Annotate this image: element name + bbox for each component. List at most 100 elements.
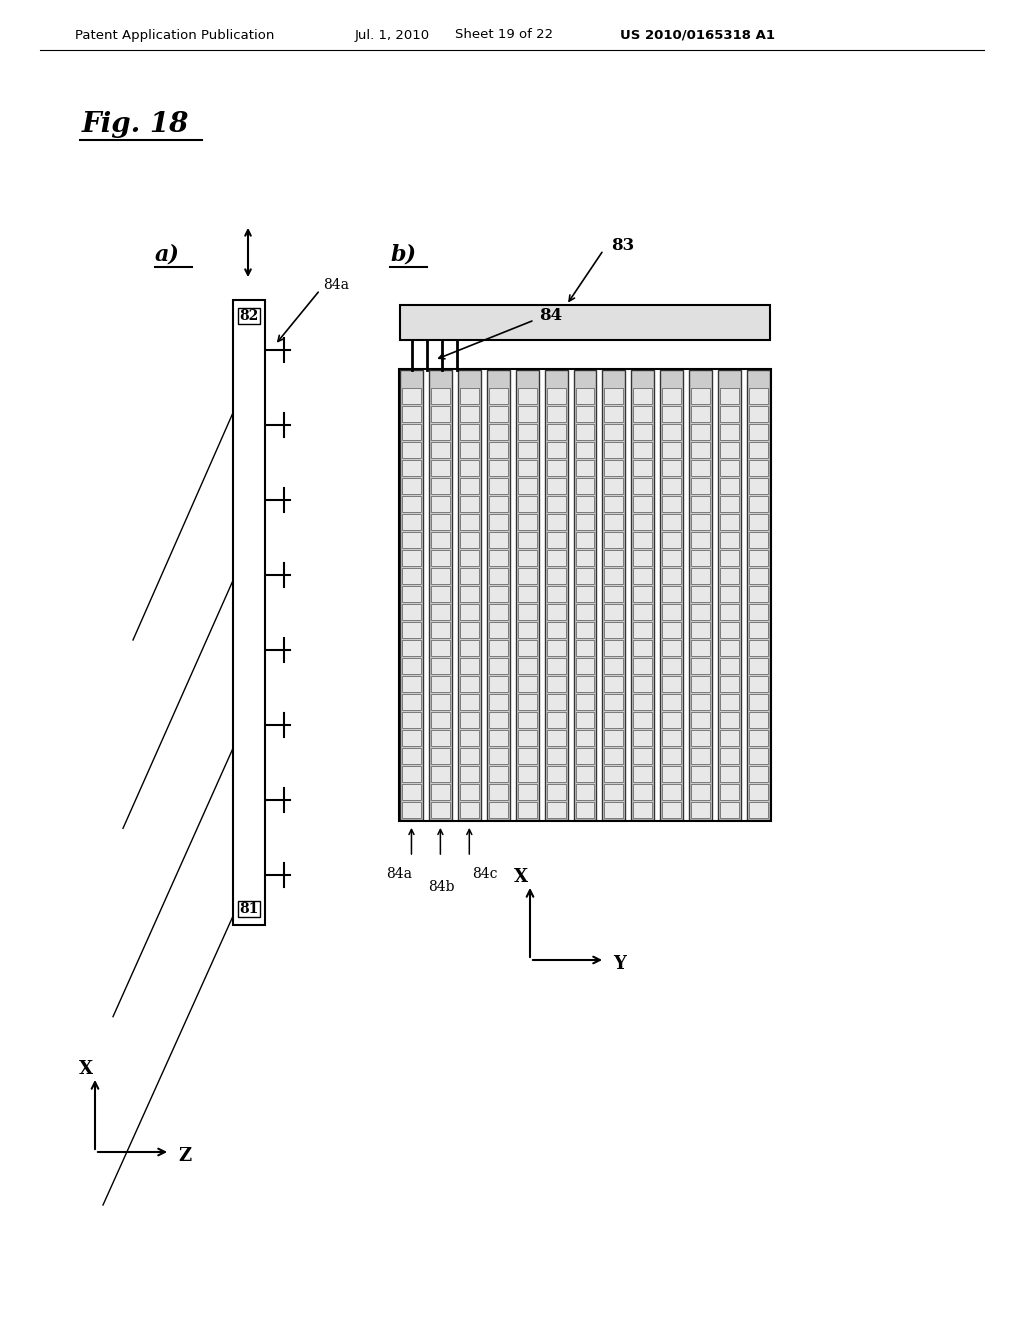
Bar xyxy=(431,586,450,602)
Bar xyxy=(488,605,508,620)
Bar xyxy=(604,424,624,440)
Bar xyxy=(573,370,596,820)
Bar xyxy=(691,459,711,477)
Text: 84: 84 xyxy=(540,306,562,323)
Bar xyxy=(547,424,565,440)
Bar xyxy=(488,568,508,583)
Bar xyxy=(575,640,595,656)
Bar xyxy=(488,803,508,818)
Bar xyxy=(402,803,421,818)
Bar xyxy=(431,550,450,566)
Bar xyxy=(689,370,712,820)
Bar xyxy=(431,459,450,477)
Bar xyxy=(518,478,537,494)
Bar xyxy=(575,424,595,440)
Bar xyxy=(575,550,595,566)
Bar xyxy=(634,513,652,531)
Bar xyxy=(575,748,595,764)
Bar xyxy=(718,370,741,820)
Bar xyxy=(547,676,565,692)
Bar xyxy=(663,640,681,656)
Bar xyxy=(402,657,421,675)
Bar xyxy=(488,640,508,656)
Bar xyxy=(720,766,739,781)
Bar xyxy=(402,766,421,781)
Bar xyxy=(750,605,768,620)
Bar xyxy=(691,513,711,531)
Bar xyxy=(663,748,681,764)
Bar xyxy=(691,586,711,602)
Bar xyxy=(604,622,624,638)
Bar xyxy=(518,676,537,692)
Bar xyxy=(663,568,681,583)
Text: 84a: 84a xyxy=(386,867,413,880)
Bar xyxy=(663,496,681,512)
Bar xyxy=(488,388,508,404)
Bar xyxy=(518,657,537,675)
Bar xyxy=(518,532,537,548)
Bar xyxy=(402,605,421,620)
Bar xyxy=(402,459,421,477)
Text: 83: 83 xyxy=(611,236,634,253)
Bar xyxy=(547,550,565,566)
Bar xyxy=(402,478,421,494)
Bar xyxy=(750,459,768,477)
Bar xyxy=(518,694,537,710)
Bar xyxy=(460,803,479,818)
Bar xyxy=(691,784,711,800)
Bar xyxy=(750,784,768,800)
Bar xyxy=(691,748,711,764)
Bar xyxy=(575,532,595,548)
Bar xyxy=(634,676,652,692)
Bar xyxy=(431,640,450,656)
Bar xyxy=(547,748,565,764)
Bar xyxy=(460,513,479,531)
Bar xyxy=(547,459,565,477)
Bar xyxy=(720,424,739,440)
Bar xyxy=(691,676,711,692)
Bar xyxy=(518,496,537,512)
Bar xyxy=(604,657,624,675)
Bar xyxy=(604,803,624,818)
Bar xyxy=(488,550,508,566)
Bar xyxy=(750,532,768,548)
Bar xyxy=(460,622,479,638)
Bar xyxy=(720,640,739,656)
Bar xyxy=(518,605,537,620)
Bar xyxy=(720,513,739,531)
Bar xyxy=(663,676,681,692)
Bar xyxy=(488,513,508,531)
Bar xyxy=(691,640,711,656)
Bar xyxy=(575,442,595,458)
Bar xyxy=(547,388,565,404)
Bar xyxy=(663,605,681,620)
Bar xyxy=(575,513,595,531)
Bar xyxy=(402,496,421,512)
Text: Patent Application Publication: Patent Application Publication xyxy=(75,29,274,41)
Bar xyxy=(547,605,565,620)
Text: 84c: 84c xyxy=(472,867,498,880)
Bar xyxy=(402,442,421,458)
Bar xyxy=(488,459,508,477)
Bar xyxy=(634,748,652,764)
Bar xyxy=(575,676,595,692)
Bar xyxy=(547,407,565,422)
Bar xyxy=(720,657,739,675)
Bar xyxy=(460,496,479,512)
Bar xyxy=(488,478,508,494)
Text: 84a: 84a xyxy=(323,279,349,292)
Bar xyxy=(720,442,739,458)
Bar xyxy=(604,568,624,583)
Bar xyxy=(720,694,739,710)
Bar xyxy=(663,711,681,729)
Bar xyxy=(634,766,652,781)
Bar xyxy=(518,622,537,638)
Bar xyxy=(402,676,421,692)
Bar xyxy=(691,442,711,458)
Bar xyxy=(518,513,537,531)
Bar xyxy=(634,388,652,404)
Bar xyxy=(518,730,537,746)
Bar xyxy=(663,803,681,818)
Bar xyxy=(634,586,652,602)
Bar xyxy=(750,711,768,729)
